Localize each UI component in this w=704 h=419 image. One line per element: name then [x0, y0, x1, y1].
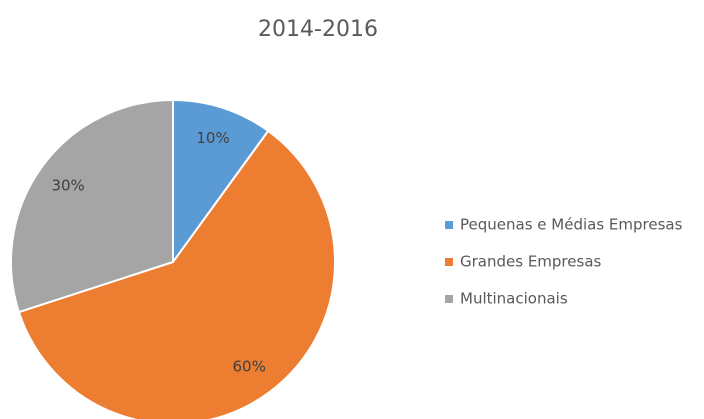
- data-label: 30%: [51, 176, 84, 194]
- chart-title: 2014-2016: [258, 17, 378, 42]
- legend-label: Multinacionais: [460, 290, 568, 308]
- data-label: 10%: [196, 129, 229, 147]
- legend-swatch: [445, 258, 453, 266]
- data-label: 60%: [233, 357, 266, 375]
- legend-swatch: [445, 221, 453, 229]
- legend-label: Pequenas e Médias Empresas: [460, 216, 683, 234]
- pie-slice: [172, 98, 270, 266]
- pie-slice: [10, 98, 174, 314]
- legend-label: Grandes Empresas: [460, 253, 602, 271]
- legend-swatch: [445, 295, 453, 303]
- pie-slice: [17, 129, 336, 419]
